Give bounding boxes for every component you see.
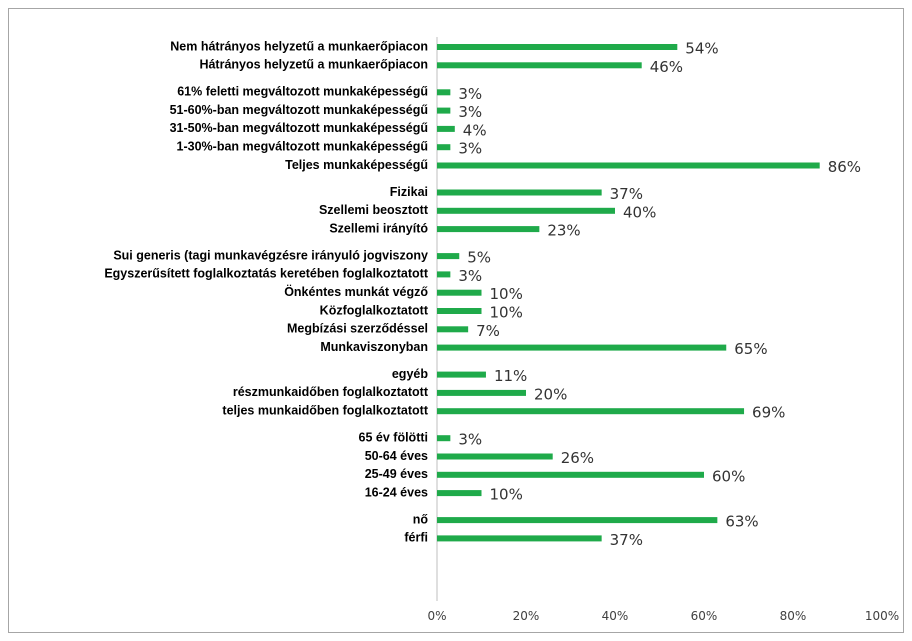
category-label: Szellemi beosztott [319, 203, 429, 217]
category-label: férfi [404, 531, 428, 545]
chart-content: Nem hátrányos helyzetű a munkaerőpiacon 5… [104, 39, 899, 623]
data-label: 20% [534, 385, 567, 403]
data-label: 37% [610, 531, 643, 549]
data-label: 3% [458, 267, 482, 285]
category-label: Munkaviszonyban [320, 340, 428, 354]
category-label: részmunkaidőben foglalkoztatott [233, 385, 429, 399]
data-label: 3% [458, 85, 482, 103]
bar [437, 453, 553, 460]
category-label: Teljes munkaképességű [285, 158, 428, 172]
data-label: 69% [752, 404, 785, 422]
x-tick-label: 20% [513, 609, 540, 623]
data-label: 54% [685, 40, 718, 58]
bar [437, 226, 540, 233]
bar [437, 271, 451, 278]
bar [437, 289, 482, 296]
category-label: 50-64 éves [365, 449, 428, 463]
bar [437, 435, 451, 442]
data-label: 3% [458, 103, 482, 121]
category-label: 25-49 éves [365, 467, 428, 481]
bar [437, 389, 526, 396]
bar [437, 535, 602, 542]
bar [437, 144, 451, 151]
category-label: Sui generis (tagi munkavégzésre irányuló… [113, 248, 428, 262]
data-label: 23% [547, 222, 580, 240]
category-label: Szellemi irányító [329, 221, 428, 235]
data-label: 60% [712, 467, 745, 485]
category-label: Fizikai [390, 185, 428, 199]
bar [437, 253, 460, 260]
category-label: Nem hátrányos helyzetű a munkaerőpiacon [170, 39, 428, 53]
data-label: 10% [490, 285, 523, 303]
category-label: Egyszerűsített foglalkoztatás keretében … [104, 267, 429, 281]
data-label: 26% [561, 449, 594, 467]
bar [437, 107, 451, 114]
data-label: 4% [463, 121, 487, 139]
bar [437, 62, 642, 69]
bar [437, 408, 745, 415]
bar [437, 344, 727, 351]
data-label: 3% [458, 431, 482, 449]
bar-chart: Nem hátrányos helyzetű a munkaerőpiacon 5… [104, 37, 899, 623]
data-label: 11% [494, 367, 527, 385]
x-tick-label: 100% [865, 609, 899, 623]
data-label: 46% [650, 58, 683, 76]
data-label: 10% [490, 486, 523, 504]
bar [437, 162, 820, 169]
bar [437, 490, 482, 497]
category-label: Hátrányos helyzetű a munkaerőpiacon [199, 58, 428, 72]
category-label: 61% feletti megváltozott munkaképességű [177, 85, 428, 99]
bar [437, 89, 451, 96]
bar [437, 326, 469, 333]
bar [437, 125, 455, 132]
data-label: 5% [467, 249, 491, 267]
data-label: 37% [610, 185, 643, 203]
category-label: Közfoglalkoztatott [320, 303, 429, 317]
bar [437, 308, 482, 314]
chart-frame: Nem hátrányos helyzetű a munkaerőpiacon 5… [8, 8, 904, 633]
bar [437, 517, 718, 524]
category-label: 51-60%-ban megváltozott munkaképességű [170, 103, 428, 117]
x-tick-label: 80% [780, 609, 807, 623]
bar [437, 371, 486, 378]
data-label: 10% [490, 304, 523, 322]
bar [437, 189, 602, 196]
bar [437, 471, 704, 478]
category-label: 16-24 éves [365, 485, 428, 499]
category-label: 31-50%-ban megváltozott munkaképességű [170, 121, 428, 135]
data-label: 65% [734, 340, 767, 358]
x-tick-label: 0% [427, 609, 446, 623]
data-label: 3% [458, 140, 482, 158]
category-label: nő [413, 512, 429, 526]
category-label: 65 év fölötti [359, 430, 428, 444]
data-label: 40% [623, 203, 656, 221]
bar [437, 44, 678, 50]
data-label: 86% [828, 158, 861, 176]
x-tick-label: 40% [602, 609, 629, 623]
category-label: Megbízási szerződéssel [287, 322, 428, 336]
bar [437, 207, 615, 214]
category-label: teljes munkaidőben foglalkoztatott [222, 403, 428, 417]
category-label: 1-30%-ban megváltozott munkaképességű [177, 139, 428, 153]
data-label: 63% [725, 513, 758, 531]
category-label: Önkéntes munkát végző [284, 284, 428, 299]
category-label: egyéb [392, 367, 428, 381]
data-label: 7% [476, 322, 500, 340]
x-tick-label: 60% [691, 609, 718, 623]
